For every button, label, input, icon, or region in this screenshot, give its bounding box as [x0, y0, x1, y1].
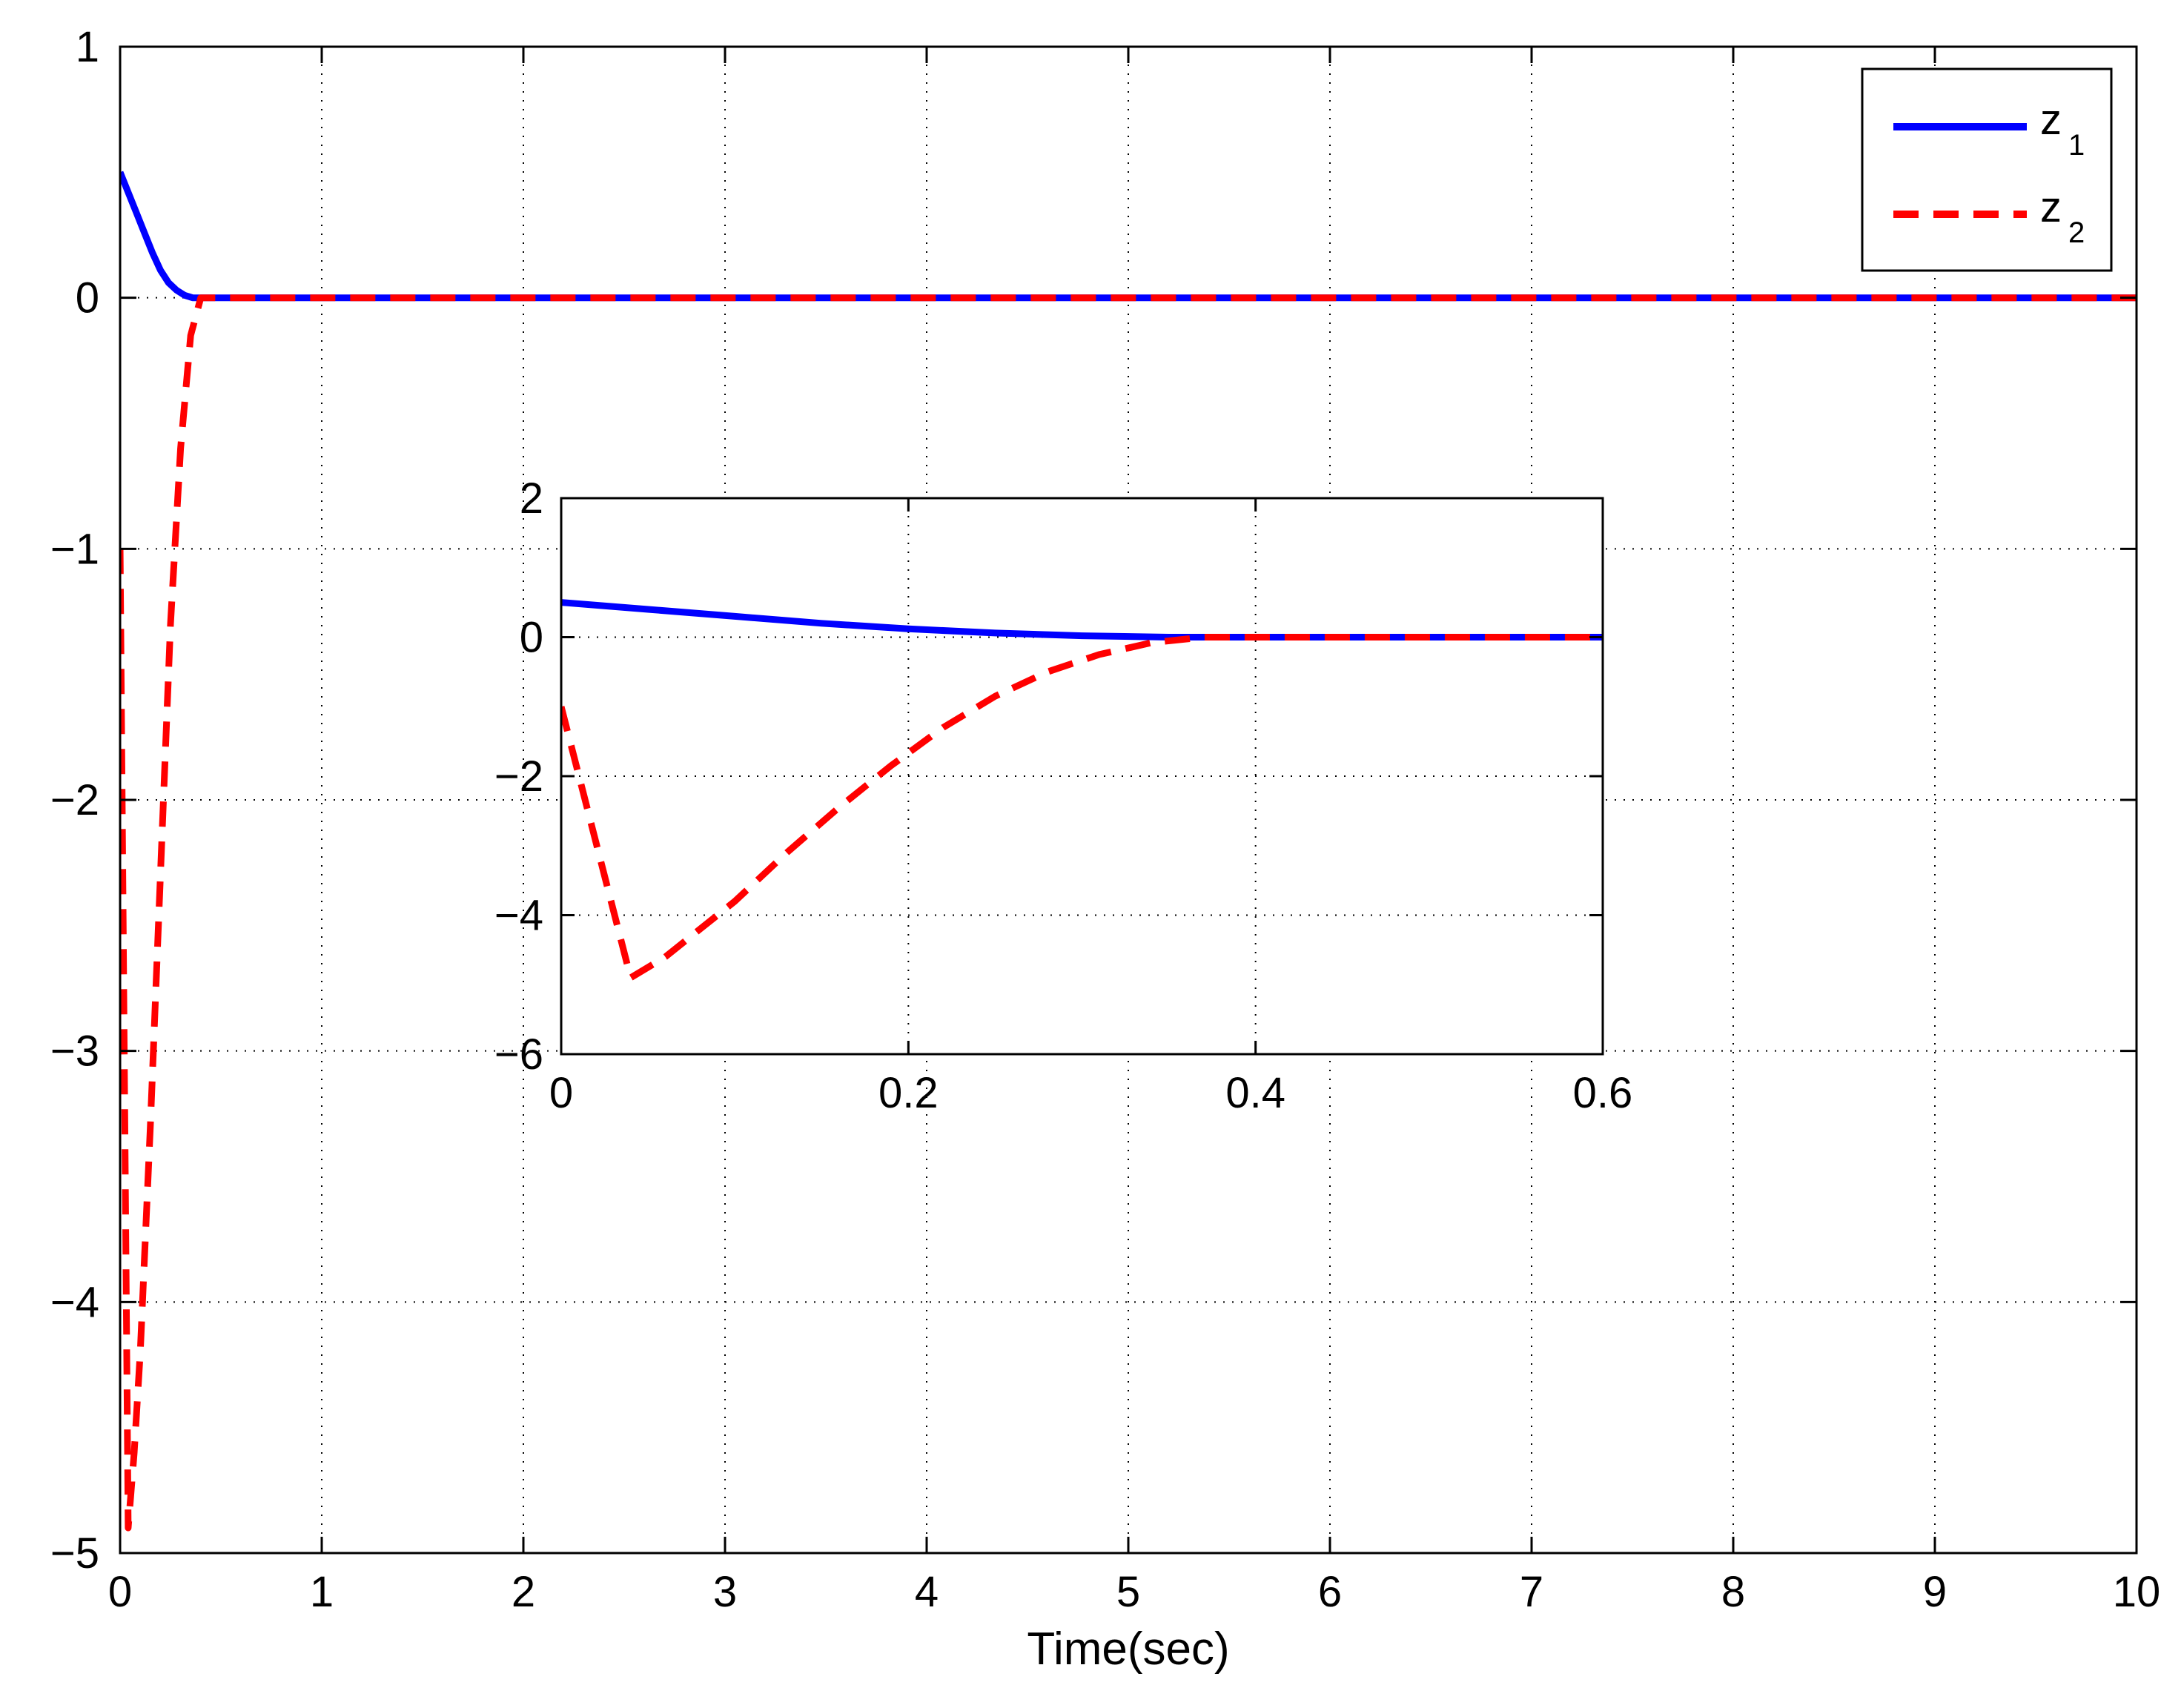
main-xtick-label-1: 1	[310, 1568, 334, 1616]
main-xtick-label-10: 10	[2113, 1568, 2161, 1616]
legend-label-sub-z1: 1	[2068, 129, 2085, 162]
main-ytick-label-6: 1	[76, 23, 99, 71]
inset-ytick-label-4: 2	[520, 474, 543, 523]
inset-plot: 0 0.2 0.4 0.6 −6 −4 −2 0 2	[494, 474, 1632, 1117]
main-xtick-label-3: 3	[713, 1568, 737, 1616]
inset-xtick-label-0: 0	[549, 1069, 573, 1117]
inset-series-z1-line	[561, 599, 1603, 640]
main-xtick-label-4: 4	[915, 1568, 939, 1616]
main-xtick-label-7: 7	[1520, 1568, 1543, 1616]
main-xtick-label-9: 9	[1923, 1568, 1947, 1616]
main-xtick-label-6: 6	[1318, 1568, 1342, 1616]
legend-label-z1: z	[2040, 96, 2062, 144]
legend-label-z2: z	[2040, 183, 2062, 231]
inset-xtick-label-2: 0.4	[1225, 1069, 1285, 1117]
legend-box	[1861, 67, 2113, 272]
main-ytick-label-3: −2	[50, 776, 99, 824]
inset-xtick-label-1: 0.2	[878, 1069, 939, 1117]
inset-xtick-label-3: 0.6	[1573, 1069, 1633, 1117]
legend-label-sub-z2: 2	[2068, 216, 2085, 249]
main-ytick-label-5: 0	[76, 274, 99, 322]
main-ytick-label-2: −3	[50, 1027, 99, 1076]
inset-ytick-label-2: −2	[494, 752, 543, 801]
main-xtick-label-2: 2	[512, 1568, 535, 1616]
inset-ytick-label-3: 0	[520, 614, 543, 662]
main-ytick-label-0: −5	[50, 1529, 99, 1578]
main-ytick-label-1: −4	[50, 1278, 99, 1326]
main-ytick-label-4: −1	[50, 525, 99, 573]
inset-ytick-label-1: −4	[494, 892, 543, 940]
inset-ytick-label-0: −6	[494, 1030, 543, 1079]
main-xtick-label-5: 5	[1116, 1568, 1140, 1616]
main-xtick-label-8: 8	[1721, 1568, 1745, 1616]
main-xlabel: Time(sec)	[1027, 1623, 1229, 1675]
inset-series-z2-line	[561, 634, 1603, 982]
inset-background	[561, 498, 1603, 1054]
main-xtick-label-0: 0	[108, 1568, 132, 1616]
